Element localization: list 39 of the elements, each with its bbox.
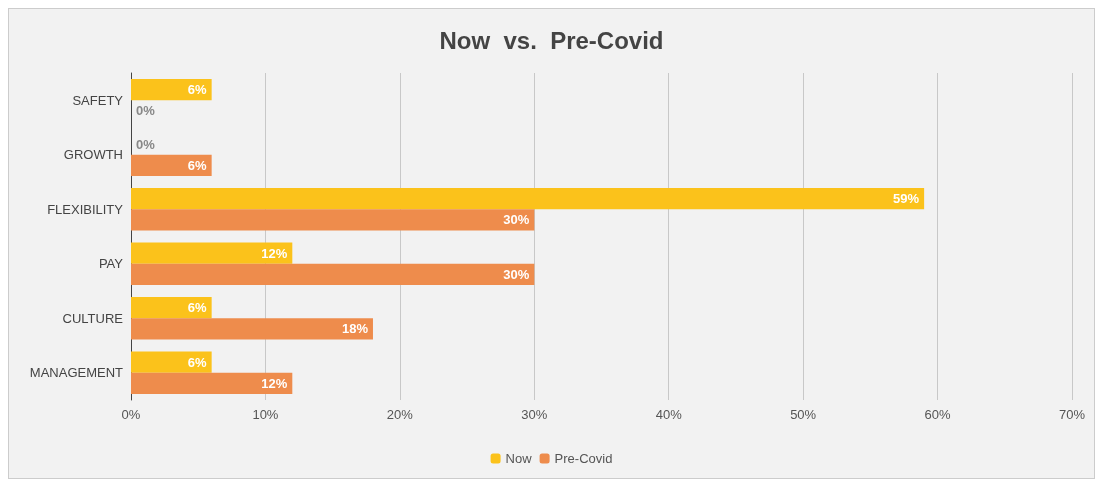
bar [131, 209, 535, 231]
bar [131, 318, 373, 340]
x-tick-label: 10% [252, 407, 279, 422]
data-label: 6% [187, 157, 208, 173]
y-tick-label: CULTURE [62, 310, 124, 326]
x-tick-label: 30% [521, 407, 548, 422]
data-label: 59% [893, 191, 920, 207]
x-tick-label: 60% [924, 407, 952, 422]
y-tick-label: FLEXIBILITY [47, 201, 124, 217]
bar [131, 263, 535, 286]
x-tick-label: 20% [386, 407, 414, 422]
data-label: 12% [261, 375, 288, 391]
bar [131, 154, 212, 177]
legend-label: Now [505, 451, 533, 466]
bar [131, 242, 293, 264]
data-label: 6% [187, 354, 208, 370]
legend-label: Pre-Covid [554, 451, 613, 466]
bar [131, 297, 212, 319]
bar [131, 351, 212, 373]
x-tick-label: 70% [1058, 407, 1086, 422]
y-tick-label: MANAGEMENT [29, 365, 124, 381]
bar [131, 372, 293, 395]
data-label: 18% [341, 321, 369, 337]
y-tick-label: SAFETY [72, 92, 124, 108]
x-tick-label: 40% [655, 407, 683, 422]
y-tick-label: PAY [98, 256, 124, 272]
data-label: 6% [187, 300, 208, 316]
x-tick-label: 0% [121, 407, 141, 422]
data-label: 12% [261, 245, 288, 261]
chart-title: Now vs. Pre-Covid [439, 26, 664, 54]
bar [131, 188, 925, 210]
data-label: 30% [503, 266, 530, 282]
data-label: 30% [503, 212, 530, 228]
bar [131, 79, 212, 101]
x-tick-label: 50% [790, 407, 817, 422]
data-label: 6% [187, 82, 208, 98]
data-label: 0% [136, 103, 156, 119]
data-label: 0% [136, 136, 156, 152]
y-tick-label: GROWTH [63, 147, 123, 163]
